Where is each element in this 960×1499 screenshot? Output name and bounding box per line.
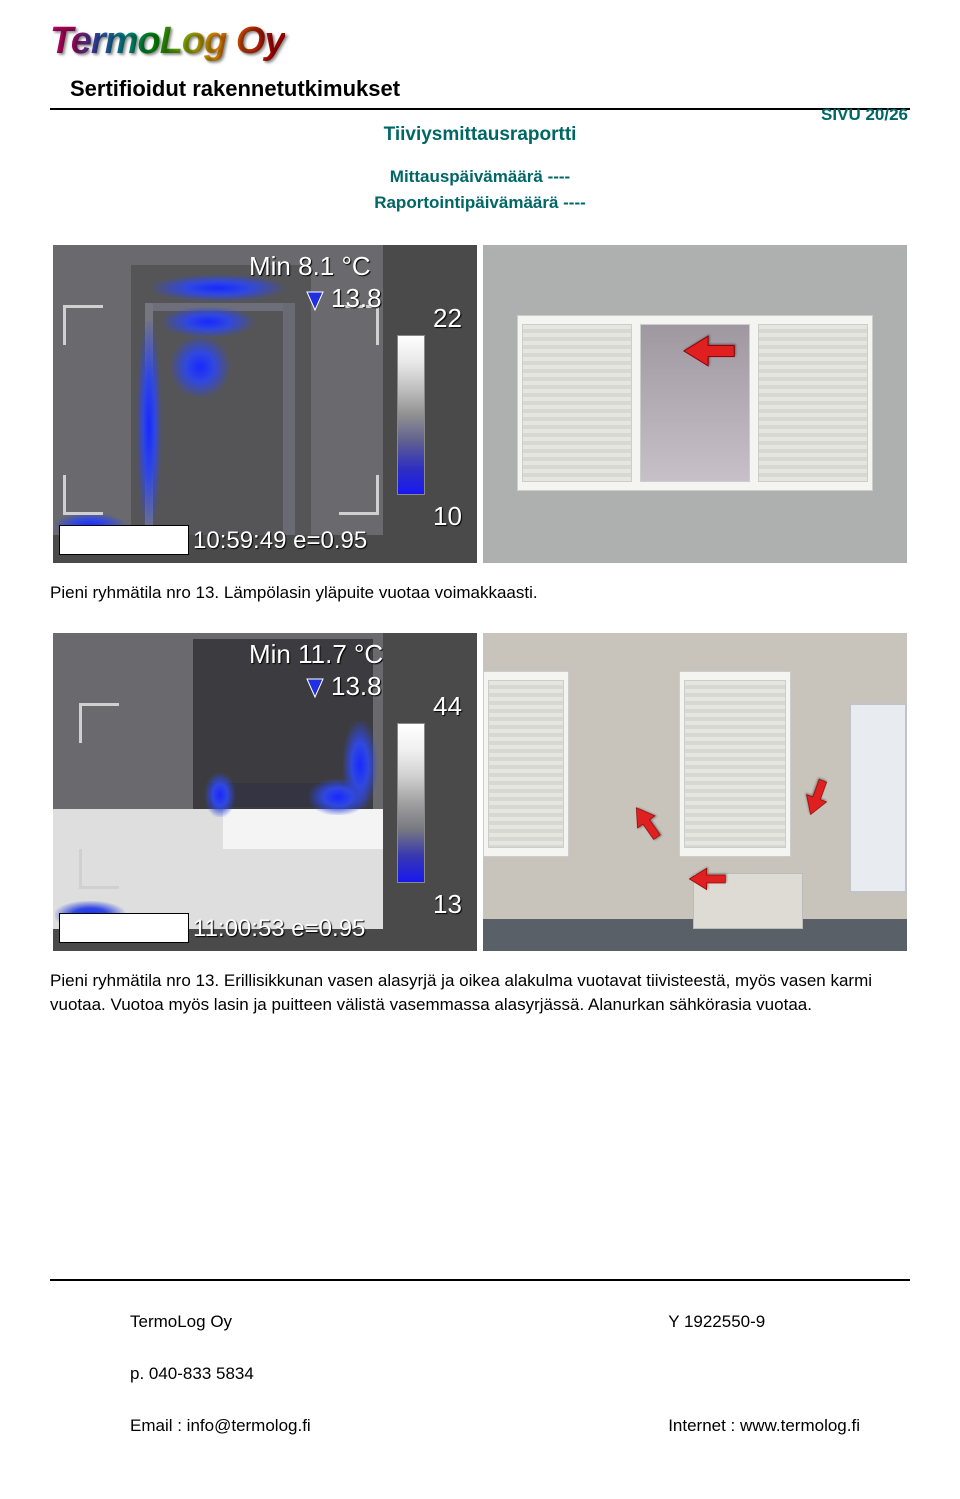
company-logo: TermoLog Oy — [50, 20, 910, 68]
thermal-leak — [205, 773, 235, 817]
footer-phone: p. 040-833 5834 — [130, 1357, 311, 1391]
thermal-image-2: Min 11.7 °C13.8 44 13 11:00:53 e=0.95 — [53, 633, 477, 951]
annotation-arrow-icon — [795, 777, 839, 822]
thermal-bracket — [339, 475, 379, 515]
thermal-leak — [309, 779, 367, 815]
footer-web: Internet : www.termolog.fi — [668, 1409, 860, 1443]
thermal-bracket — [63, 305, 103, 345]
thermal-colorbar — [397, 723, 425, 883]
thermal-date-redacted — [59, 913, 189, 943]
report-date: Raportointipäivämäärä ---- — [50, 190, 910, 216]
photo-image-2 — [483, 633, 907, 951]
thermal-scale-min: 10 — [433, 501, 462, 532]
footer-vat: Y 1922550-9 — [668, 1305, 860, 1339]
photo-window-pane — [758, 324, 868, 482]
thermal-scale-max: 44 — [433, 691, 462, 722]
thermal-leak — [171, 337, 229, 397]
photo-image-1 — [483, 245, 907, 563]
footer-email: Email : info@termolog.fi — [130, 1409, 311, 1443]
thermal-leak — [163, 307, 253, 337]
photo-window — [483, 671, 569, 857]
photo-board — [849, 703, 907, 893]
thermal-bracket — [79, 703, 119, 743]
thermal-timestamp: 10:59:49 e=0.95 — [193, 527, 367, 555]
thermal-scale-min: 13 — [433, 889, 462, 920]
annotation-arrow-icon — [629, 803, 665, 848]
page-subtitle: Sertifioidut rakennetutkimukset — [70, 76, 910, 102]
thermal-min-label: Min 8.1 °C — [249, 251, 371, 282]
annotation-arrow-icon — [689, 859, 727, 904]
header-divider — [50, 108, 910, 110]
image-row-1: Min 8.1 °C13.8 22 10 10:59:49 e=0.95 — [50, 245, 910, 563]
thermal-bracket — [63, 475, 103, 515]
thermal-timestamp: 11:00:53 e=0.95 — [193, 915, 365, 943]
page-footer: TermoLog Oy p. 040-833 5834 Email : info… — [50, 1279, 910, 1443]
photo-window-pane — [488, 680, 564, 848]
annotation-arrow-icon — [689, 323, 731, 384]
photo-window-pane — [522, 324, 632, 482]
thermal-frame — [223, 809, 383, 849]
thermal-image-1: Min 8.1 °C13.8 22 10 10:59:49 e=0.95 — [53, 245, 477, 563]
measure-date: Mittauspäivämäärä ---- — [50, 164, 910, 190]
thermal-pointer: 13.8 — [305, 671, 382, 702]
report-title: Tiiviysmittausraportti — [50, 124, 910, 146]
caption-2: Pieni ryhmätila nro 13. Erillisikkunan v… — [50, 969, 910, 1017]
thermal-date-redacted — [59, 525, 189, 555]
photo-window — [679, 671, 791, 857]
report-dates: Mittauspäivämäärä ---- Raportointipäiväm… — [50, 164, 910, 215]
page-number: SIVU 20/26 — [821, 105, 908, 125]
logo-text: TermoLog Oy — [50, 20, 285, 63]
thermal-pointer: 13.8 — [305, 283, 382, 314]
thermal-bracket — [79, 849, 119, 889]
report-page: TermoLog Oy Sertifioidut rakennetutkimuk… — [0, 0, 960, 1499]
thermal-colorbar — [397, 335, 425, 495]
footer-divider — [50, 1279, 910, 1281]
thermal-scale-max: 22 — [433, 303, 462, 334]
thermal-frame — [283, 303, 295, 535]
caption-1: Pieni ryhmätila nro 13. Lämpölasin yläpu… — [50, 581, 910, 605]
image-row-2: Min 11.7 °C13.8 44 13 11:00:53 e=0.95 — [50, 633, 910, 951]
thermal-leak — [137, 321, 161, 531]
photo-window-pane — [684, 680, 786, 848]
footer-company: TermoLog Oy — [130, 1305, 311, 1339]
thermal-min-label: Min 11.7 °C — [249, 639, 383, 670]
